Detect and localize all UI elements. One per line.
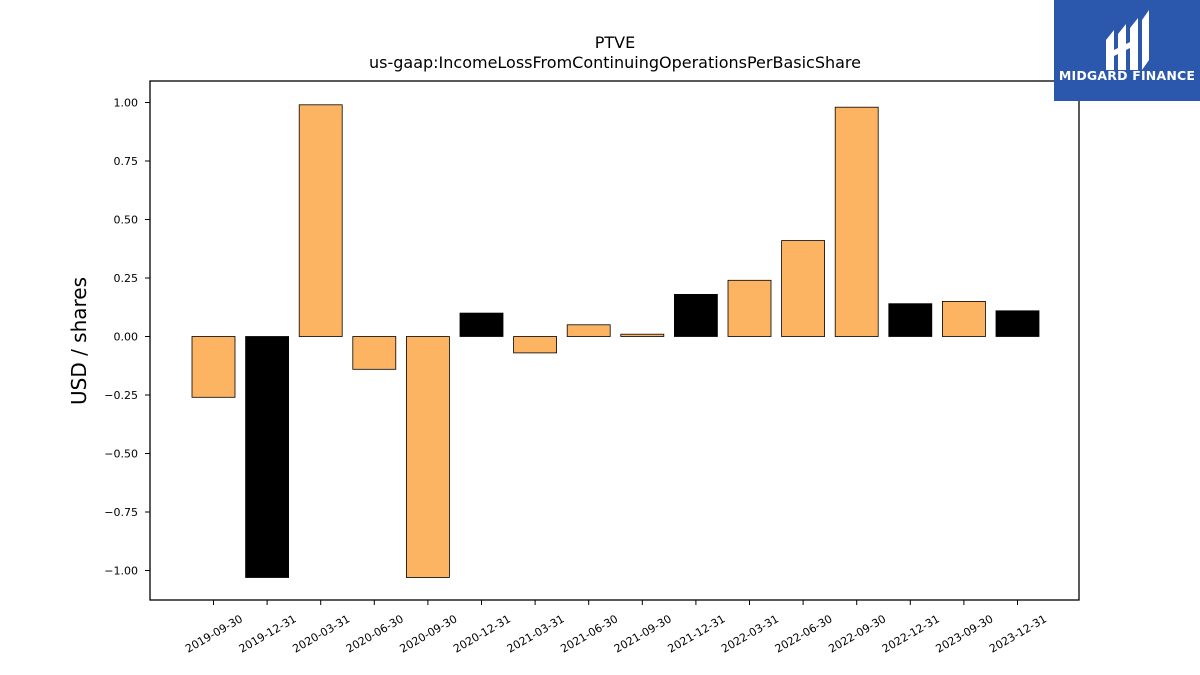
x-tick-label: 2020-03-31 [290,612,352,655]
bar-2020-09-30 [405,336,450,578]
x-tick-label: 2022-03-31 [719,612,781,655]
x-tick-label: 2022-06-30 [773,612,835,655]
brand-logo: MIDGARD FINANCE [1054,0,1200,101]
y-tick-label: −0.75 [104,506,138,519]
bar-2021-12-31 [674,293,718,337]
x-tick-label: 2023-12-31 [987,612,1049,655]
logo-mark-icon [1106,10,1149,70]
y-tick-label: −0.50 [104,448,138,461]
bar-2021-09-30 [620,333,665,337]
bar-2021-03-31 [513,336,557,354]
bar-2020-12-31 [459,312,504,337]
y-tick-label: 1.00 [114,97,139,110]
y-tick-label: 0.50 [114,214,139,227]
y-tick-label: −0.25 [104,389,138,402]
bar-2023-12-31 [995,310,1040,337]
bar-2022-06-30 [781,240,825,337]
y-tick-label: 0.00 [114,331,139,344]
x-axis-ticks: 2019-09-302019-12-312020-03-312020-06-30… [183,600,1049,656]
x-tick-label: 2019-09-30 [183,612,245,655]
brand-logo-text: MIDGARD FINANCE [1058,68,1196,83]
bar-2020-03-31 [298,104,343,337]
plot-frame [149,80,1080,601]
x-tick-label: 2021-06-30 [558,612,620,655]
x-tick-label: 2019-12-31 [237,612,299,655]
bar-2019-12-31 [245,336,290,578]
bar-2020-06-30 [352,336,397,370]
x-tick-label: 2020-09-30 [398,612,460,655]
x-tick-label: 2022-09-30 [826,612,888,655]
x-tick-label: 2021-12-31 [666,612,728,655]
y-axis-ticks: 1.00 0.75 0.50 0.25 0.00 −0.25 −0.50 −0.75 −1.00 [104,97,150,578]
y-tick-label: 0.25 [114,272,139,285]
x-tick-label: 2021-09-30 [612,612,674,655]
chart-subtitle: us-gaap:IncomeLossFromContinuingOperatio… [369,53,861,72]
x-tick-label: 2021-03-31 [505,612,567,655]
y-axis-label: USD / shares [67,277,91,405]
bar-2022-09-30 [834,106,879,337]
bars-group [191,104,1040,578]
x-tick-label: 2020-12-31 [451,612,513,655]
bar-2021-06-30 [566,324,611,337]
y-tick-label: 0.75 [114,155,139,168]
chart-title: PTVE [595,33,635,52]
x-tick-label: 2023-09-30 [934,612,996,655]
x-tick-label: 2020-06-30 [344,612,406,655]
bar-2023-09-30 [942,300,986,337]
bar-2022-03-31 [727,279,772,337]
x-tick-label: 2022-12-31 [880,612,942,655]
bar-2019-09-30 [191,336,236,398]
bar-2022-12-31 [888,303,933,337]
y-tick-label: −1.00 [104,565,138,578]
